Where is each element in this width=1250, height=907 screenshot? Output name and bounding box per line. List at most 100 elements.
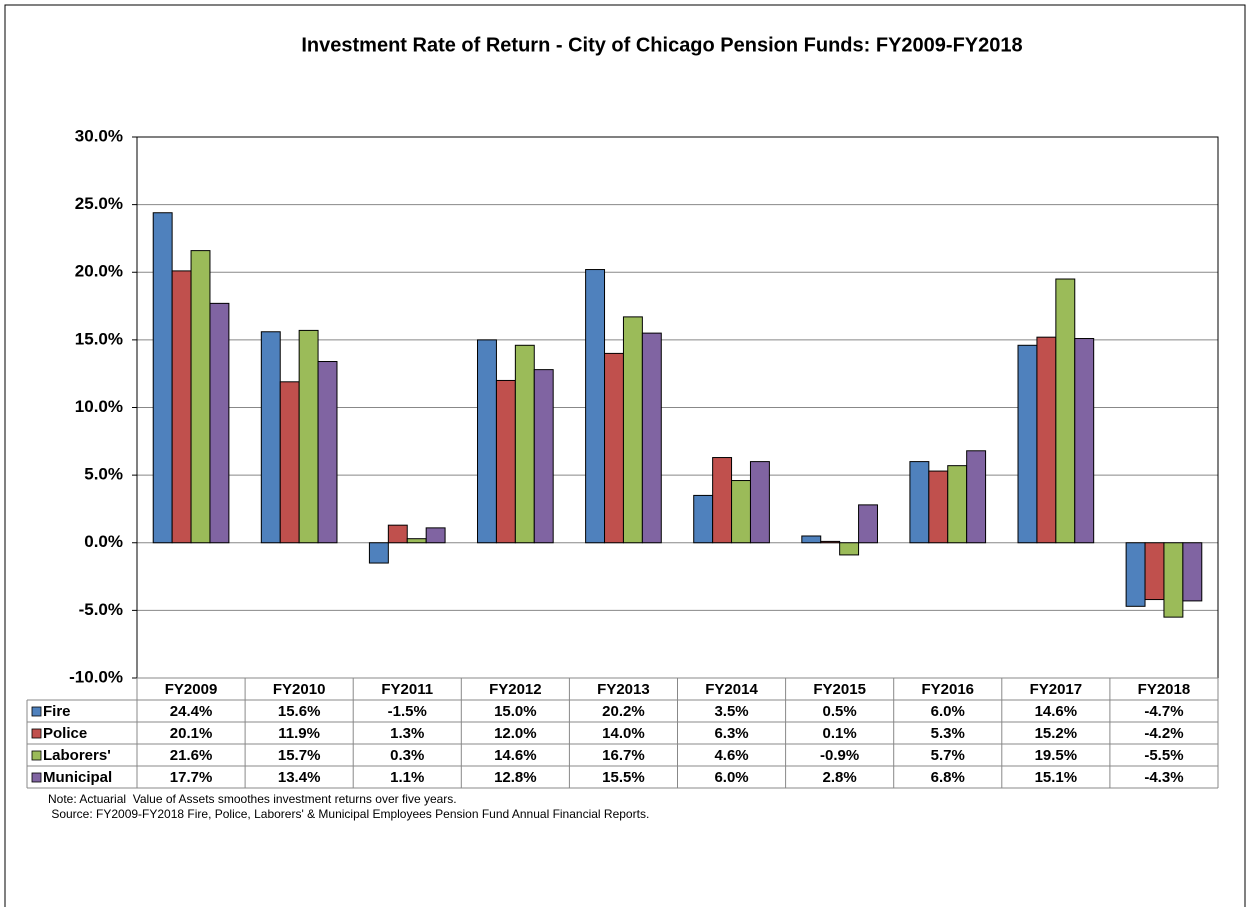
table-cell: 20.2% [602, 703, 645, 720]
x-tick-label: FY2018 [1138, 681, 1191, 698]
table-cell: 12.0% [494, 725, 537, 742]
y-tick-label: 10.0% [75, 397, 123, 416]
table-cell: 12.8% [494, 769, 537, 786]
legend-swatch [31, 772, 42, 783]
table-cell: 15.2% [1035, 725, 1078, 742]
table-cell: 6.3% [714, 725, 748, 742]
x-tick-label: FY2010 [273, 681, 326, 698]
x-tick-label: FY2017 [1030, 681, 1083, 698]
bar [820, 540, 841, 544]
table-cell: -4.3% [1144, 769, 1183, 786]
bar [190, 250, 211, 544]
bar [693, 494, 714, 544]
table-cell: 15.0% [494, 703, 537, 720]
bar [731, 480, 751, 544]
bar [749, 461, 770, 544]
table-cell: 4.6% [714, 747, 748, 764]
bar [1125, 542, 1146, 607]
table-cell: -5.5% [1144, 747, 1183, 764]
y-tick-label: -10.0% [69, 667, 123, 686]
bar [317, 361, 338, 544]
table-cell: 1.1% [390, 769, 424, 786]
bar [425, 527, 446, 544]
table-cell: 5.3% [931, 725, 965, 742]
table-cell: 15.7% [278, 747, 321, 764]
bar [966, 450, 987, 544]
x-tick-label: FY2012 [489, 681, 542, 698]
frame [4, 4, 1246, 907]
x-tick-label: FY2009 [165, 681, 218, 698]
table-cell: -4.7% [1144, 703, 1183, 720]
bar [1036, 336, 1057, 544]
bar [171, 270, 192, 544]
table-cell: 19.5% [1035, 747, 1078, 764]
legend-swatch [31, 750, 42, 761]
chart-title: Investment Rate of Return - City of Chic… [301, 34, 1022, 56]
bar [1182, 542, 1203, 602]
y-tick-label: 15.0% [75, 329, 123, 348]
table-cell: 20.1% [170, 725, 213, 742]
bar [279, 381, 300, 544]
x-tick-label: FY2013 [597, 681, 650, 698]
bar [622, 316, 643, 544]
table-cell: 6.8% [931, 769, 965, 786]
bar [387, 524, 408, 544]
table-cell: -0.9% [820, 747, 859, 764]
x-tick-label: FY2011 [381, 681, 433, 698]
bar [947, 465, 968, 544]
bar [406, 538, 427, 544]
bar [641, 332, 662, 544]
legend-label: Fire [43, 703, 71, 720]
bar [1144, 542, 1165, 601]
table-cell: 5.7% [931, 747, 965, 764]
table-cell: 14.6% [494, 747, 537, 764]
table-cell: 6.0% [931, 703, 965, 720]
bar [1055, 278, 1076, 544]
table-cell: 2.8% [823, 769, 857, 786]
table-cell: 11.9% [278, 725, 320, 742]
legend-swatch [31, 706, 42, 717]
bar [1017, 344, 1038, 544]
legend-swatch [31, 728, 42, 739]
table-cell: 15.6% [278, 703, 321, 720]
bar [928, 470, 949, 544]
note: Note: Actuarial Value of Assets smoothes… [48, 792, 457, 806]
bar [209, 302, 230, 544]
bar [712, 457, 733, 544]
bar [368, 542, 389, 564]
table-cell: 14.0% [602, 725, 645, 742]
bar [585, 269, 606, 544]
table-cell: 17.7% [170, 769, 213, 786]
bar [909, 461, 930, 544]
table-cell: -1.5% [388, 703, 427, 720]
table-cell: 16.7% [602, 747, 645, 764]
x-tick-label: FY2015 [813, 681, 866, 698]
y-tick-label: 5.0% [84, 465, 123, 484]
table-cell: 15.5% [602, 769, 645, 786]
bar [533, 369, 554, 544]
table-cell: 0.1% [823, 725, 857, 742]
table-cell: 21.6% [170, 747, 213, 764]
legend-label: Municipal [43, 769, 112, 786]
table-cell: 0.5% [823, 703, 857, 720]
bar [298, 329, 319, 544]
bar [801, 535, 822, 544]
table-cell: 24.4% [170, 703, 213, 720]
table-cell: 0.3% [390, 747, 424, 764]
bar [260, 331, 281, 544]
y-tick-label: -5.0% [79, 600, 123, 619]
bar [514, 344, 535, 544]
y-tick-label: 30.0% [75, 126, 123, 145]
table-cell: -4.2% [1144, 725, 1183, 742]
legend-label: Police [43, 725, 87, 742]
table-cell: 6.0% [714, 769, 748, 786]
note: Source: FY2009-FY2018 Fire, Police, Labo… [48, 807, 649, 821]
bar [1074, 338, 1095, 544]
bar [1163, 542, 1184, 618]
table-cell: 14.6% [1035, 703, 1078, 720]
table-cell: 15.1% [1035, 769, 1078, 786]
bar [477, 339, 497, 544]
table-cell: 13.4% [278, 769, 321, 786]
